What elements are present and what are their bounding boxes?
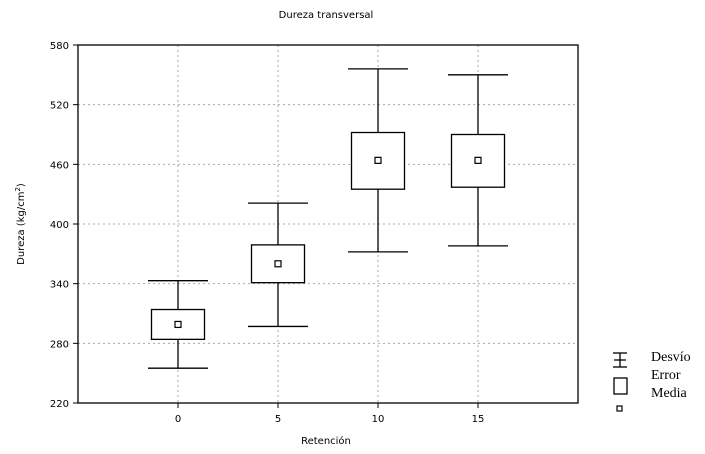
legend-label-error: Error	[651, 368, 681, 383]
x-tick-label: 10	[372, 414, 385, 425]
mean-marker	[274, 260, 282, 268]
legend	[613, 352, 628, 412]
x-tick-label: 0	[175, 414, 181, 425]
box-group-15	[448, 74, 508, 247]
chart-title: Dureza transversal	[279, 10, 374, 21]
y-axis-label-sup: 2	[14, 187, 22, 191]
box-group-10	[348, 68, 408, 253]
y-axis-label-tail: )	[16, 183, 27, 187]
box-group-5	[248, 202, 308, 328]
x-axis: 0 5 10 15	[175, 403, 485, 425]
y-tick-label: 340	[50, 280, 69, 291]
boxplot-series	[148, 68, 508, 369]
x-tick-label: 15	[472, 414, 485, 425]
x-axis-label: Retención	[301, 435, 351, 447]
legend-whisker-icon	[613, 352, 627, 368]
y-tick-label: 520	[50, 101, 69, 112]
y-tick-label: 220	[50, 399, 69, 410]
box-group-0	[148, 280, 208, 369]
mean-marker	[474, 156, 482, 164]
legend-label-desvio: Desvío	[651, 350, 691, 365]
y-tick-label: 580	[50, 41, 69, 52]
y-tick-label: 400	[50, 220, 69, 231]
y-axis-label: Dureza (kg/cm2)	[14, 183, 27, 265]
legend-box-icon	[613, 377, 628, 395]
legend-mean-icon	[616, 405, 623, 412]
y-axis-label-main: Dureza (kg/cm	[16, 192, 27, 265]
legend-label-media: Media	[651, 386, 687, 401]
mean-marker	[174, 320, 182, 329]
y-axis: 220 280 340 400 460 520 580	[50, 41, 78, 410]
x-tick-label: 5	[275, 414, 281, 425]
mean-marker	[374, 156, 382, 164]
y-tick-label: 280	[50, 339, 69, 350]
y-tick-label: 460	[50, 160, 69, 171]
grid-lines	[78, 45, 578, 403]
